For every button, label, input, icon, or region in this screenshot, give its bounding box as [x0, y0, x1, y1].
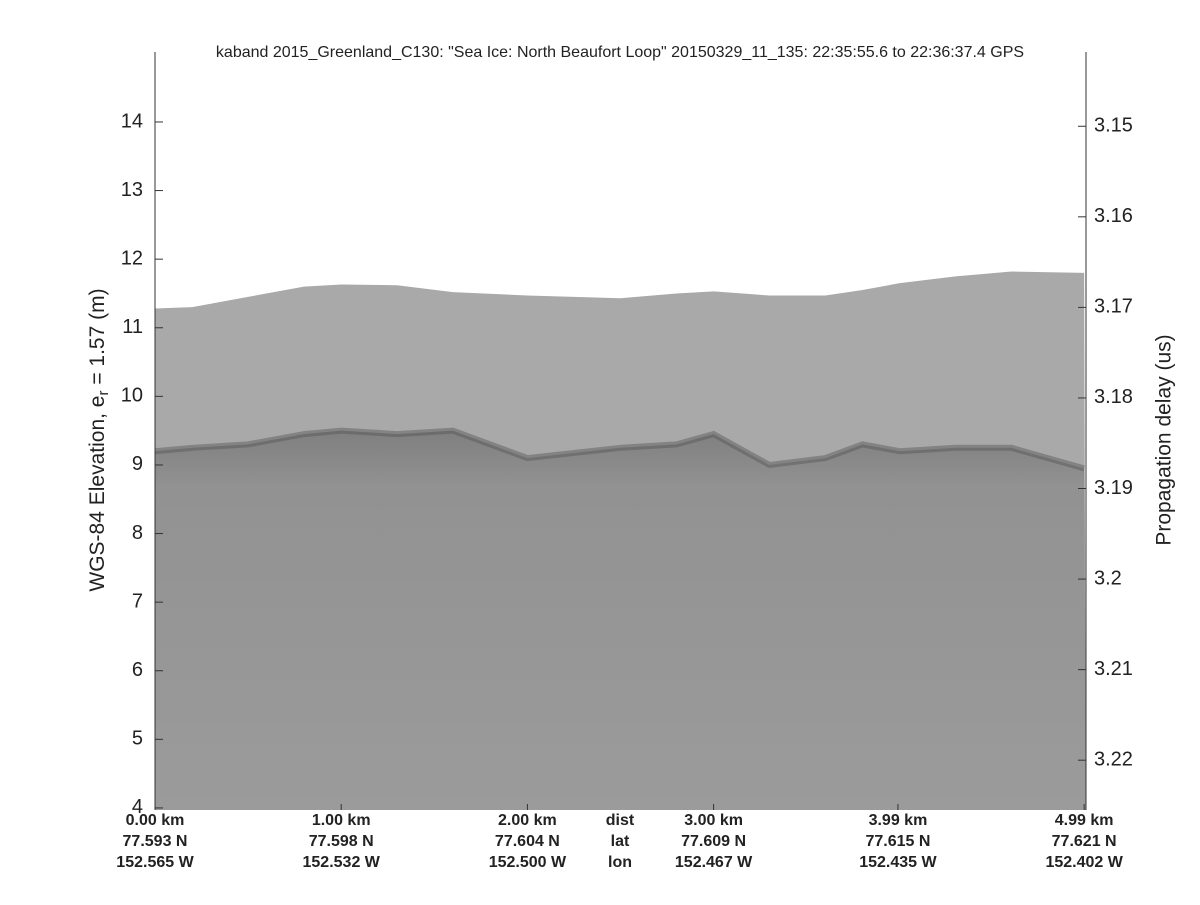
row-label: lat [611, 833, 630, 850]
subsurface-echo [155, 430, 1086, 810]
y2-tick-label: 3.2 [1094, 567, 1122, 589]
y2-tick-label: 3.19 [1094, 477, 1133, 499]
y-axis-label-sub: r [95, 391, 112, 396]
y-tick-label: 5 [132, 728, 143, 750]
y2-tick-label: 3.22 [1094, 748, 1133, 770]
y2-tick-label: 3.16 [1094, 205, 1133, 227]
lat-label: 77.615 N [865, 833, 930, 850]
y-axis-label: WGS-84 Elevation, er = 1.57 (m) [86, 288, 112, 591]
lat-label: 77.604 N [495, 833, 560, 850]
row-label: dist [606, 812, 635, 829]
layer-line [154, 427, 1085, 472]
y-tick-label: 8 [132, 522, 143, 544]
lon-label: 152.467 W [675, 854, 753, 871]
x-tick-label: 3.99 km [869, 812, 928, 829]
lat-label: 77.593 N [123, 833, 188, 850]
lon-label: 152.565 W [116, 854, 194, 871]
y-tick-label: 12 [121, 247, 143, 269]
y2-axis-label: Propagation delay (us) [1153, 334, 1176, 545]
lon-label: 152.435 W [859, 854, 937, 871]
x-tick-label: 1.00 km [312, 812, 371, 829]
lat-label: 77.621 N [1052, 833, 1117, 850]
y-tick-label: 7 [132, 590, 143, 612]
y2-tick-label: 3.21 [1094, 658, 1133, 680]
y2-tick-label: 3.18 [1094, 386, 1133, 408]
lat-label: 77.598 N [309, 833, 374, 850]
y-axis-label-tail: = 1.57 (m) [86, 288, 109, 390]
x-tick-label: 0.00 km [126, 812, 185, 829]
y-tick-label: 10 [121, 385, 143, 407]
chart-title: kaband 2015_Greenland_C130: "Sea Ice: No… [216, 44, 1024, 61]
row-label: lon [608, 854, 632, 871]
lon-label: 152.500 W [489, 854, 567, 871]
lat-label: 77.609 N [681, 833, 746, 850]
y-tick-label: 9 [132, 453, 143, 475]
lon-label: 152.532 W [303, 854, 381, 871]
y-tick-label: 13 [121, 179, 143, 201]
x-tick-label: 4.99 km [1055, 812, 1114, 829]
y-tick-label: 11 [122, 316, 143, 338]
y-tick-label: 4 [132, 796, 143, 818]
y-axis-label-main: WGS-84 Elevation, e [86, 396, 109, 592]
y2-tick-label: 3.15 [1094, 115, 1133, 137]
x-tick-label: 2.00 km [498, 812, 557, 829]
y-tick-label: 6 [132, 659, 143, 681]
x-tick-label: 3.00 km [684, 812, 743, 829]
y-tick-label: 14 [121, 110, 143, 132]
y2-tick-label: 3.17 [1094, 296, 1133, 318]
lon-label: 152.402 W [1045, 854, 1123, 871]
